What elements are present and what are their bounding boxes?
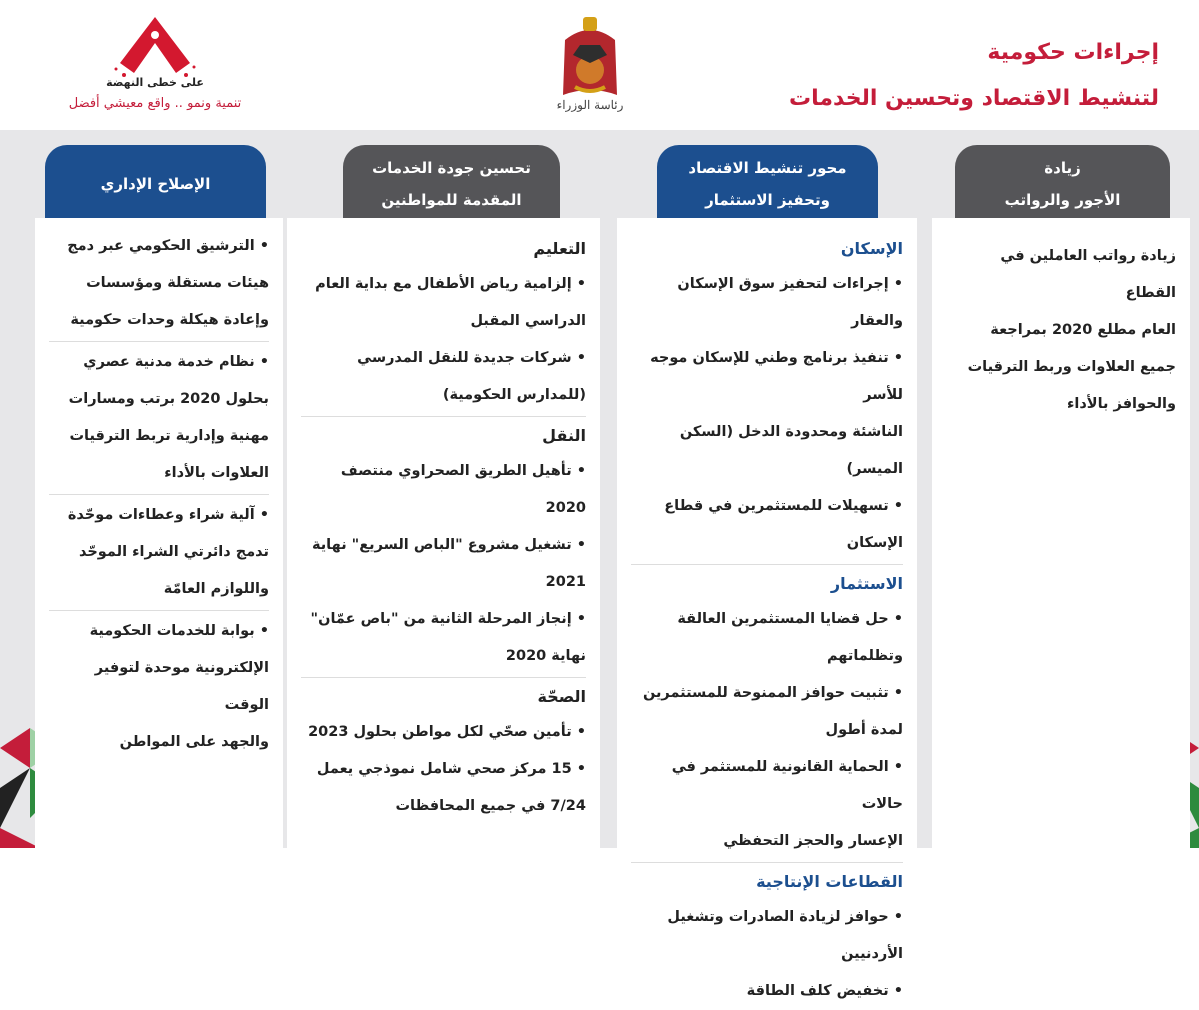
list-item: العلاوات بالأداء <box>164 465 269 481</box>
list-item: (للمدارس الحكومية) <box>442 387 586 403</box>
tab-line: الإصلاح الإداري <box>100 174 211 193</box>
list-item: بحلول 2020 برتب ومسارات <box>68 391 269 407</box>
divider <box>631 862 903 863</box>
list-item: جميع العلاوات وربط الترقيات <box>967 359 1176 375</box>
logo-tagline: تنمية ونمو .. واقع معيشي أفضل <box>68 96 242 111</box>
list-item: • الترشيق الحكومي عبر دمج <box>67 238 269 254</box>
list-item: • 15 مركز صحي شامل نموذجي يعمل <box>316 761 586 777</box>
list-item: هيئات مستقلة ومؤسسات <box>86 275 269 291</box>
tab-administrative-reform: الإصلاح الإداري <box>45 145 266 222</box>
tab-services-quality: تحسين جودة الخدمات المقدمة للمواطنين <box>343 145 560 222</box>
list-item: لمدة أطول <box>825 722 903 738</box>
divider <box>301 416 586 417</box>
divider <box>49 610 269 611</box>
list-item: واللوازم العامّة <box>163 581 269 597</box>
tab-wages-salaries: زيادة الأجور والرواتب <box>955 145 1170 222</box>
list-item: • بوابة للخدمات الحكومية <box>89 623 269 639</box>
section-title-housing: الإسكان <box>840 239 903 258</box>
title-line-1: إجراءات حكومية <box>987 40 1159 65</box>
list-item: العام مطلع 2020 بمراجعة <box>990 322 1176 338</box>
list-item: • الحماية القانونية للمستثمر في حالات <box>671 759 903 812</box>
list-item: 7/24 في جميع المحافظات <box>395 798 586 814</box>
tab-line: محور تنشيط الاقتصاد <box>688 158 847 177</box>
list-item: • تخفيض كلف الطاقة <box>746 983 903 999</box>
list-item: نهاية 2020 <box>505 648 586 664</box>
list-item: وتظلماتهم <box>826 648 903 664</box>
list-item: • إلزامية رياض الأطفال مع بداية العام <box>315 276 586 292</box>
divider <box>301 677 586 678</box>
list-item: وإعادة هيكلة وحدات حكومية <box>70 312 269 328</box>
list-item: 2021 <box>545 574 586 590</box>
tab-line: تحسين جودة الخدمات <box>372 158 531 177</box>
section-title-education: التعليم <box>533 239 586 258</box>
list-item: • تنفيذ برنامج وطني للإسكان موجه للأسر <box>650 350 903 403</box>
list-item: • شركات جديدة للنقل المدرسي <box>357 350 586 366</box>
list-item: • تأمين صحّي لكل مواطن بحلول 2023 <box>308 724 586 740</box>
column-economy: الإسكان • إجراءات لتحفيز سوق الإسكان وال… <box>617 218 917 999</box>
title-line-2: لتنشيط الاقتصاد وتحسين الخدمات <box>789 86 1159 111</box>
list-item: • إنجاز المرحلة الثانية من "باص عمّان" <box>310 611 586 627</box>
list-item: • حل قضايا المستثمرين العالقة <box>677 611 903 627</box>
logo-subtitle: على خطى النهضة <box>106 76 204 89</box>
list-item: الإعسار والحجز التحفظي <box>723 833 903 849</box>
nahda-logo-icon <box>114 17 196 77</box>
tab-economy-investment: محور تنشيط الاقتصاد وتحفيز الاستثمار <box>657 145 878 222</box>
crest-caption: رئاسة الوزراء <box>556 98 624 112</box>
section-title-health: الصحّة <box>537 687 587 706</box>
section-title-productive-sectors: القطاعات الإنتاجية <box>756 872 903 891</box>
list-item: • تأهيل الطريق الصحراوي منتصف 2020 <box>340 463 586 516</box>
list-item: • تسهيلات للمستثمرين في قطاع الإسكان <box>664 498 903 551</box>
list-item: • نظام خدمة مدنية عصري <box>83 354 269 370</box>
divider <box>49 494 269 495</box>
list-item: • تشغيل مشروع "الباص السريع" نهاية <box>311 537 586 553</box>
tab-line: وتحفيز الاستثمار <box>705 190 830 209</box>
jordan-coat-of-arms-icon <box>563 17 617 95</box>
list-item: مهنية وإدارية تربط الترقيات <box>69 428 269 444</box>
list-item: • آلية شراء وعطاءات موحّدة <box>67 507 269 523</box>
divider <box>49 341 269 342</box>
section-title-transport: النقل <box>542 426 586 445</box>
list-item: تدمج دائرتي الشراء الموحّد <box>78 544 269 560</box>
tab-line: زيادة <box>1044 158 1081 177</box>
list-item: الإلكترونية موحدة لتوفير الوقت <box>94 660 269 713</box>
column-admin-reform: • الترشيق الحكومي عبر دمج هيئات مستقلة و… <box>35 218 283 848</box>
list-item: الدراسي المقبل <box>470 313 586 329</box>
column-services: التعليم • إلزامية رياض الأطفال مع بداية … <box>287 218 600 848</box>
list-item: • إجراءات لتحفيز سوق الإسكان والعقار <box>677 276 903 329</box>
list-item: والجهد على المواطن <box>119 734 269 750</box>
list-item: • حوافز لزيادة الصادرات وتشغيل <box>667 909 903 925</box>
list-item: الأردنيين <box>841 946 903 962</box>
tab-line: الأجور والرواتب <box>1004 190 1121 209</box>
list-item: • تثبيت حوافز الممنوحة للمستثمرين <box>642 685 903 701</box>
list-item: الناشئة ومحدودة الدخل (السكن الميسر) <box>679 424 903 477</box>
tab-line: المقدمة للمواطنين <box>381 190 522 209</box>
header: إجراءات حكومية لتنشيط الاقتصاد وتحسين ال… <box>0 0 1199 130</box>
page-title: إجراءات حكومية لتنشيط الاقتصاد وتحسين ال… <box>789 30 1159 122</box>
list-item: والحوافز بالأداء <box>1066 396 1176 412</box>
column-wages: زيادة رواتب العاملين في القطاع العام مطل… <box>932 218 1190 848</box>
section-title-investment: الاستثمار <box>830 574 903 593</box>
list-item: زيادة رواتب العاملين في القطاع <box>1000 248 1176 301</box>
divider <box>631 564 903 565</box>
